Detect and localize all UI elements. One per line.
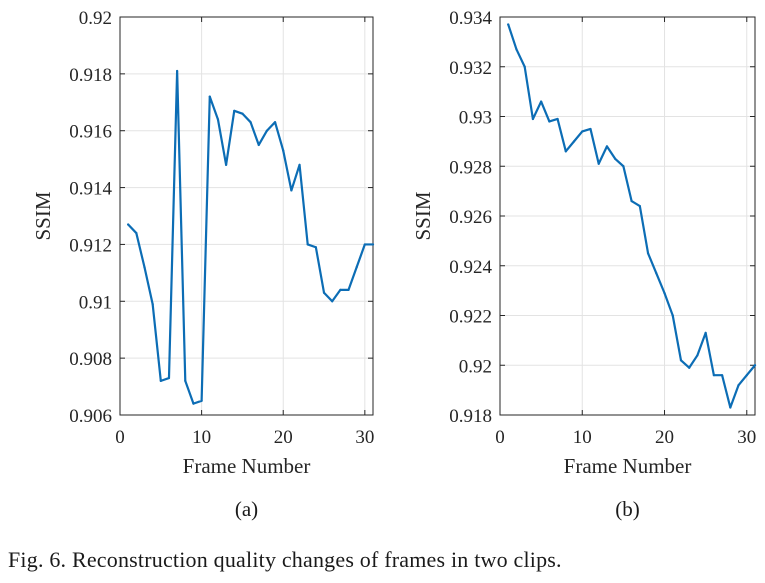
data-point — [589, 127, 592, 131]
data-point — [159, 379, 162, 382]
data-point — [355, 266, 358, 269]
data-point — [704, 331, 707, 335]
data-point — [225, 163, 228, 166]
data-point — [282, 149, 285, 152]
y-tick-label: 0.912 — [69, 235, 112, 256]
y-tick-label: 0.918 — [449, 406, 492, 427]
data-point — [630, 199, 633, 203]
y-tick-label: 0.922 — [449, 307, 492, 328]
data-point — [151, 303, 154, 306]
data-point — [515, 48, 518, 51]
data-point — [745, 374, 748, 377]
y-tick-label: 0.92 — [79, 8, 112, 29]
x-axis-label: Frame Number — [564, 454, 692, 478]
y-tick-label: 0.916 — [69, 122, 112, 143]
y-tick-label: 0.926 — [449, 207, 492, 228]
data-point — [581, 130, 584, 133]
data-point — [737, 384, 740, 387]
chart-panel-b: 0 10 20 30 0.918 0.92 0.922 0.924 0.926 0.928 0.93… — [411, 8, 756, 521]
data-point — [688, 366, 691, 369]
x-tick-label: 10 — [192, 427, 211, 448]
x-axis-label: Frame Number — [183, 454, 311, 478]
data-point — [564, 150, 567, 153]
data-point — [200, 399, 203, 402]
y-tick-label: 0.932 — [449, 58, 492, 79]
data-point — [298, 163, 301, 166]
data-point — [192, 402, 195, 405]
data-point — [523, 65, 526, 68]
y-tick-label: 0.928 — [449, 157, 492, 178]
data-point — [679, 359, 683, 362]
x-tick-label: 10 — [573, 427, 592, 448]
data-point — [655, 272, 658, 275]
data-point — [249, 121, 252, 124]
data-point — [306, 243, 309, 246]
data-point — [233, 109, 236, 112]
figure-caption: Fig. 6. Reconstruction quality changes o… — [8, 547, 562, 572]
data-point — [241, 112, 244, 115]
data-point — [671, 314, 674, 317]
x-tick-label: 30 — [737, 427, 756, 448]
data-point — [290, 189, 293, 192]
data-point — [614, 157, 617, 160]
x-tick-label: 0 — [115, 427, 125, 448]
y-tick-label: 0.918 — [69, 65, 112, 86]
data-point — [663, 292, 666, 295]
data-point — [273, 121, 277, 124]
data-point — [597, 162, 600, 165]
data-point — [605, 145, 609, 148]
data-point — [135, 231, 138, 235]
data-point — [721, 374, 724, 377]
data-point — [371, 243, 375, 246]
data-point — [540, 100, 543, 103]
axes-frame — [119, 16, 374, 416]
data-point — [548, 120, 551, 123]
data-point — [696, 354, 699, 357]
y-tick-label: 0.914 — [69, 179, 112, 200]
data-point — [339, 288, 342, 292]
data-point — [622, 165, 625, 168]
data-point — [347, 288, 350, 292]
data-point — [265, 129, 268, 132]
panel-label: (a) — [235, 497, 258, 521]
data-point — [331, 300, 334, 303]
series-line — [127, 69, 375, 405]
data-point — [257, 143, 260, 147]
data-point — [216, 118, 220, 121]
chart-panel-a: 0 10 20 30 0.906 0.908 0.91 0.912 0.914 0.916 0.91… — [31, 8, 374, 521]
y-tick-label: 0.91 — [79, 292, 112, 313]
data-point — [322, 291, 326, 294]
data-point — [753, 364, 757, 367]
data-point — [556, 117, 559, 121]
y-axis-label: SSIM — [31, 191, 55, 240]
y-tick-label: 0.934 — [449, 8, 492, 29]
x-tick-label: 20 — [655, 427, 674, 448]
data-point — [143, 266, 146, 269]
x-tick-label: 0 — [495, 427, 505, 448]
data-point — [712, 374, 715, 377]
data-point — [729, 406, 732, 409]
y-tick-label: 0.93 — [459, 108, 492, 129]
y-axis-label: SSIM — [411, 191, 435, 240]
data-point — [531, 117, 535, 121]
x-tick-label: 30 — [355, 427, 374, 448]
x-tick-label: 20 — [274, 427, 293, 448]
data-point — [507, 23, 510, 26]
y-tick-label: 0.908 — [69, 349, 112, 370]
data-point — [184, 379, 187, 382]
y-tick-label: 0.906 — [69, 406, 112, 427]
panel-label: (b) — [615, 497, 640, 521]
data-point — [638, 204, 641, 208]
data-point — [176, 69, 179, 73]
data-point — [167, 376, 171, 380]
data-point — [572, 140, 576, 143]
y-tick-label: 0.924 — [449, 257, 492, 278]
data-point — [363, 243, 366, 246]
data-point — [208, 95, 211, 98]
data-point — [646, 252, 650, 255]
data-point — [314, 246, 317, 249]
y-tick-label: 0.92 — [459, 356, 492, 377]
data-point — [127, 223, 130, 226]
